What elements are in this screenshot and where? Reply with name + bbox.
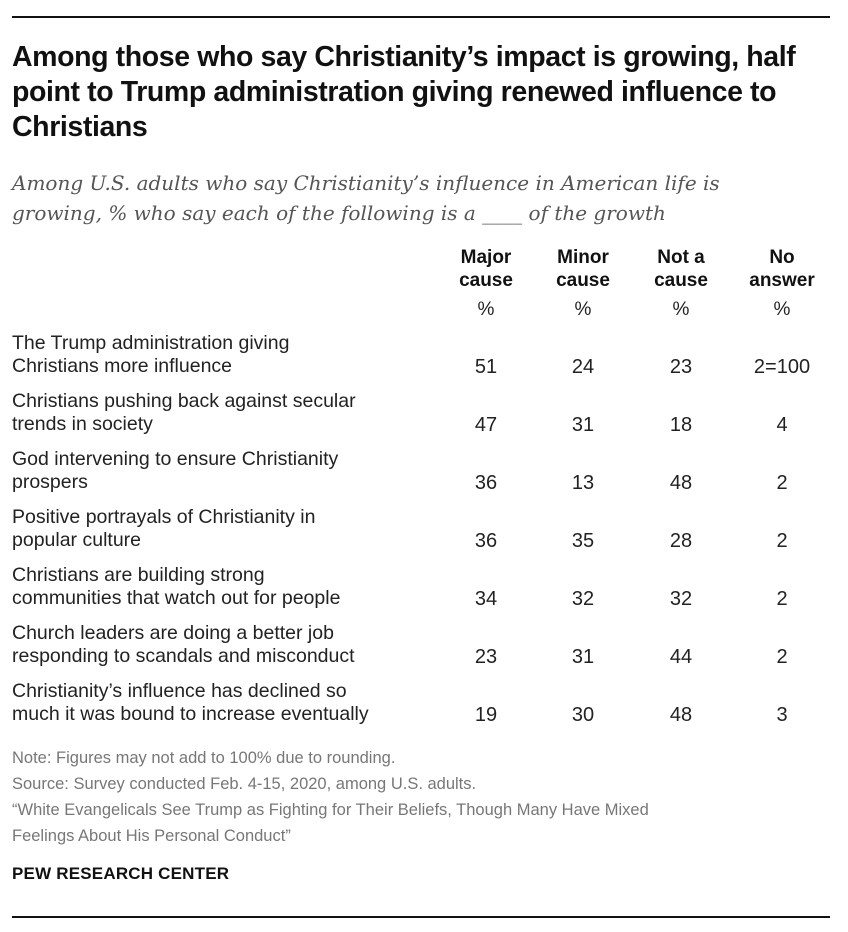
column-header-minor-cause: Minor cause [528, 246, 638, 292]
column-unit: % [773, 299, 791, 320]
table-cell: 48 [669, 472, 693, 494]
table-cell: 2 [776, 646, 788, 668]
bottom-rule [12, 916, 830, 918]
row-label-line1: Christians are building strong [12, 564, 265, 586]
table-cell: 23 [474, 646, 498, 668]
table-cell: 34 [474, 588, 498, 610]
column-header-line2: cause [459, 270, 513, 291]
row-label-line1: The Trump administration giving [12, 332, 290, 354]
table-cell: 36 [474, 472, 498, 494]
column-unit: % [672, 299, 690, 320]
chart-subtitle: Among U.S. adults who say Christianity’s… [12, 171, 720, 225]
column-unit: % [574, 299, 592, 320]
note-report-title: “White Evangelicals See Trump as Fightin… [12, 801, 649, 819]
row-label-line1: Christianity’s influence has declined so [12, 680, 347, 702]
row-label-line1: Christians pushing back against secular [12, 390, 356, 412]
row-label-line1: Church leaders are doing a better job [12, 622, 334, 644]
row-label: Christians are building strong communitie… [12, 564, 442, 610]
table-cell: 3 [776, 704, 788, 726]
row-label-line1: Positive portrayals of Christianity in [12, 506, 316, 528]
table-cell: 13 [571, 472, 595, 494]
table-cell: 36 [474, 530, 498, 552]
pew-research-center-logo: PEW RESEARCH CENTER [12, 864, 230, 883]
table-cell: 2 [776, 530, 788, 552]
row-label-line2: prospers [12, 471, 88, 493]
table-cell: 2 [776, 472, 788, 494]
row-label-line2: responding to scandals and misconduct [12, 645, 355, 667]
table-cell: 48 [669, 704, 693, 726]
table-cell: 44 [669, 646, 693, 668]
table-cell: 2 [776, 588, 788, 610]
table-cell: 32 [571, 588, 595, 610]
row-label-line2: popular culture [12, 529, 141, 551]
row-label-line2: communities that watch out for people [12, 587, 341, 609]
column-header-line1: Minor [557, 247, 609, 268]
table-cell: 2=100 [753, 356, 811, 378]
note-rounding: Note: Figures may not add to 100% due to… [12, 749, 396, 767]
column-header-line1: Major [460, 247, 512, 268]
column-header-line2: cause [556, 270, 610, 291]
column-header-line1: No [769, 247, 795, 268]
chart-title: Among those who say Christianity’s impac… [12, 41, 796, 143]
column-header-line2: cause [654, 270, 708, 291]
row-label: Christians pushing back against secular t… [12, 390, 442, 436]
column-header-major-cause: Major cause [431, 246, 541, 292]
table-cell: 30 [571, 704, 595, 726]
table-cell: 19 [474, 704, 498, 726]
column-header-no-answer: No answer [727, 246, 837, 292]
row-label-line1: God intervening to ensure Christianity [12, 448, 339, 470]
row-label-line2: trends in society [12, 413, 153, 435]
note-report-title-cont: Feelings About His Personal Conduct” [12, 827, 291, 845]
table-cell: 31 [571, 646, 595, 668]
top-rule [12, 16, 830, 18]
column-header-not-a-cause: Not a cause [626, 246, 736, 292]
table-cell: 28 [669, 530, 693, 552]
row-label: Positive portrayals of Christianity in po… [12, 506, 442, 552]
row-label: Christianity’s influence has declined so… [12, 680, 442, 726]
table-cell: 51 [474, 356, 498, 378]
table-cell: 23 [669, 356, 693, 378]
row-label-line2: Christians more influence [12, 355, 233, 377]
column-header-line1: Not a [657, 247, 705, 268]
row-label: The Trump administration giving Christian… [12, 332, 442, 378]
table-cell: 47 [474, 414, 498, 436]
table-cell: 31 [571, 414, 595, 436]
row-label: Church leaders are doing a better job res… [12, 622, 442, 668]
column-unit: % [477, 299, 495, 320]
table-cell: 35 [571, 530, 595, 552]
table-cell: 32 [669, 588, 693, 610]
row-label: God intervening to ensure Christianity pr… [12, 448, 442, 494]
note-source: Source: Survey conducted Feb. 4-15, 2020… [12, 775, 477, 793]
table-cell: 4 [776, 414, 788, 436]
row-label-line2: much it was bound to increase eventually [12, 703, 369, 725]
column-header-line2: answer [749, 270, 815, 291]
table-cell: 24 [571, 356, 595, 378]
table-cell: 18 [669, 414, 693, 436]
